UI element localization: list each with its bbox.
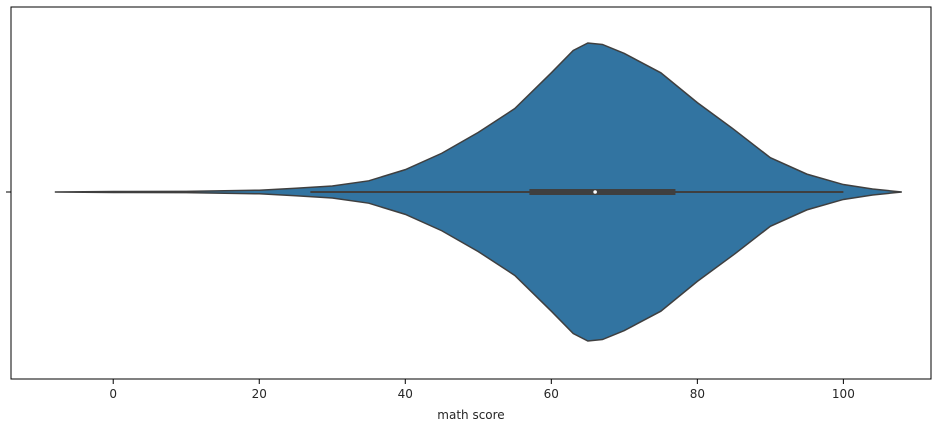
- x-axis-ticks: 0 20 40 60 80 100: [109, 379, 855, 401]
- median-marker: [593, 190, 597, 194]
- x-tick-label: 60: [544, 387, 559, 401]
- x-tick-label: 80: [690, 387, 705, 401]
- x-axis-label: math score: [437, 408, 504, 422]
- x-tick-label: 100: [832, 387, 855, 401]
- iqr-box: [529, 189, 676, 195]
- x-tick-label: 20: [252, 387, 267, 401]
- x-tick-label: 40: [398, 387, 413, 401]
- x-tick-label: 0: [109, 387, 117, 401]
- plot-frame: [10, 6, 932, 380]
